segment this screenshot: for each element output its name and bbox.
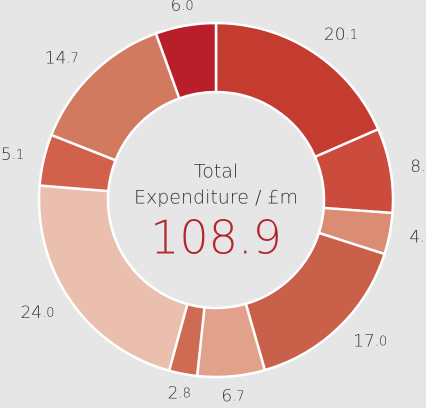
donut-segment bbox=[154, 21, 218, 101]
value-label: 6.7 bbox=[221, 386, 244, 406]
total: 108.9 bbox=[150, 211, 282, 265]
value-label: 20.1 bbox=[324, 25, 358, 45]
value-label: 8.4 bbox=[410, 157, 426, 177]
center-label: Expenditure / £m bbox=[134, 187, 298, 209]
value-label: 14.7 bbox=[45, 49, 79, 69]
value-label: 6.0 bbox=[170, 0, 193, 16]
value-label: 17.0 bbox=[353, 331, 387, 351]
value-label: 5.1 bbox=[1, 145, 24, 165]
value-label: 4.1 bbox=[409, 228, 426, 248]
value-label: 24.0 bbox=[20, 303, 54, 323]
center-label: Total bbox=[194, 161, 238, 183]
value-label: 2.8 bbox=[168, 384, 191, 404]
donut-segment bbox=[37, 184, 189, 373]
